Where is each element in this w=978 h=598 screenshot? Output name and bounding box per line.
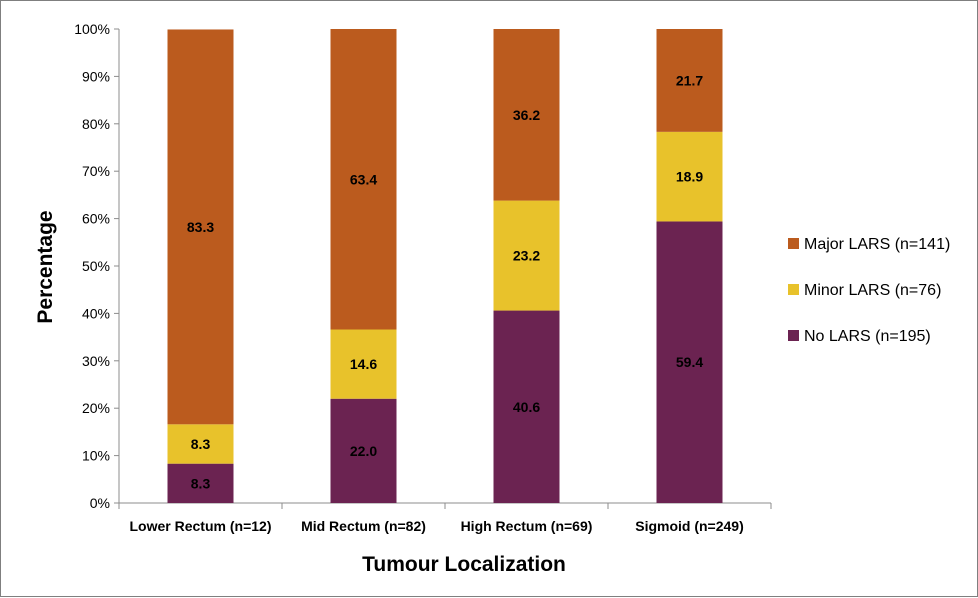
y-tick-label: 80% (82, 116, 110, 132)
legend-swatch (788, 284, 799, 295)
data-label: 14.6 (350, 356, 377, 372)
data-label: 36.2 (513, 107, 540, 123)
y-tick-label: 40% (82, 305, 110, 321)
bar-segment (330, 329, 397, 399)
bar-segment (167, 463, 234, 503)
data-label: 18.9 (676, 169, 703, 185)
bar-segment (330, 29, 397, 330)
bar-segment (493, 200, 560, 311)
bar-segment (493, 29, 560, 201)
x-tick-label: High Rectum (n=69) (461, 518, 593, 534)
data-label: 40.6 (513, 399, 540, 415)
y-tick-label: 100% (74, 21, 110, 37)
bar-segment (656, 221, 723, 503)
data-label: 22.0 (350, 443, 377, 459)
data-label: 8.3 (191, 475, 211, 491)
bar-segment (167, 29, 234, 425)
data-label: 63.4 (350, 171, 377, 187)
y-tick-label: 30% (82, 353, 110, 369)
bar-segment (656, 131, 723, 222)
y-tick-label: 70% (82, 163, 110, 179)
legend: Major LARS (n=141) Minor LARS (n=76) No LA… (788, 236, 950, 345)
bar-segment (493, 310, 560, 503)
y-tick-label: 60% (82, 211, 110, 227)
legend-swatch (788, 330, 799, 341)
plot-area: 0% 10% 20% 30% 40% 50% 60% 70% 80% 90% 100% 8.3 8.3 8… (74, 21, 772, 534)
x-tick-label: Lower Rectum (n=12) (130, 518, 272, 534)
x-tick-label: Sigmoid (n=249) (635, 518, 744, 534)
legend-swatch (788, 238, 799, 249)
bar-segment (167, 424, 234, 464)
y-tick-label: 50% (82, 258, 110, 274)
x-tick-label: Mid Rectum (n=82) (301, 518, 426, 534)
y-axis-title: Percentage (34, 210, 57, 323)
y-tick-label: 20% (82, 400, 110, 416)
y-tick-label: 10% (82, 448, 110, 464)
y-tick-label: 0% (90, 495, 110, 511)
data-label: 59.4 (676, 354, 703, 370)
data-label: 8.3 (191, 436, 211, 452)
y-tick-label: 90% (82, 68, 110, 84)
legend-label: Major LARS (n=141) (804, 236, 950, 253)
data-label: 21.7 (676, 72, 703, 88)
x-axis-title: Tumour Localization (362, 553, 566, 576)
data-label: 23.2 (513, 248, 540, 264)
data-label: 83.3 (187, 219, 214, 235)
legend-label: Minor LARS (n=76) (804, 282, 941, 299)
bar-segment (330, 398, 397, 503)
bar-segment (656, 29, 723, 132)
legend-label: No LARS (n=195) (804, 328, 931, 345)
